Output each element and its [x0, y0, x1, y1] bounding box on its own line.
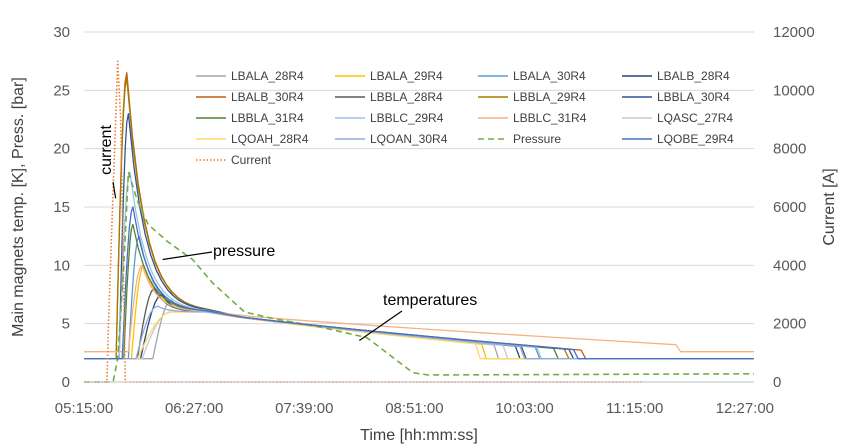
y-left-tick-label: 10	[53, 257, 70, 274]
legend-entry-LBBLA_28R4: LBBLA_28R4	[370, 90, 443, 104]
x-tick-label: 08:51:00	[385, 400, 443, 417]
y-right-tick-label: 8000	[773, 141, 806, 158]
annotation-temperatures: temperatures	[383, 292, 477, 309]
legend-entry-LBALB_30R4: LBALB_30R4	[231, 90, 304, 104]
x-tick-label: 06:27:00	[165, 400, 223, 417]
legend-entry-LBALA_30R4: LBALA_30R4	[513, 69, 586, 83]
series-line-LQOAN_30R4	[84, 305, 754, 360]
legend-entry-LBALA_28R4: LBALA_28R4	[231, 69, 304, 83]
y-right-tick-label: 6000	[773, 199, 806, 216]
y-right-tick-label: 12000	[773, 24, 815, 41]
legend: LBALA_28R4 LBALA_29R4 LBALA_30R4 LBALB_28R4…	[196, 69, 734, 167]
tick-labels: 0 5 10 15 20 25 30 0 2000 4000 6000 8000 10000 12000 0…	[53, 24, 814, 417]
legend-entry-LQOBE_29R4: LQOBE_29R4	[657, 132, 734, 146]
legend-entry-Current: Current	[231, 153, 272, 167]
y-left-tick-label: 5	[62, 316, 70, 333]
x-tick-label: 07:39:00	[275, 400, 333, 417]
y-left-tick-label: 30	[53, 24, 70, 41]
y-left-tick-label: 20	[53, 141, 70, 158]
legend-entry-LBBLA_29R4: LBBLA_29R4	[513, 90, 586, 104]
x-tick-label: 10:03:00	[495, 400, 553, 417]
annotation-pressure-pointer	[162, 251, 213, 261]
legend-entry-Pressure: Pressure	[513, 132, 561, 146]
annotation-current-pointer	[112, 181, 117, 199]
y-right-tick-label: 10000	[773, 82, 815, 99]
legend-entry-LBBLA_30R4: LBBLA_30R4	[657, 90, 730, 104]
legend-entry-LBBLA_31R4: LBBLA_31R4	[231, 111, 304, 125]
y-left-tick-label: 0	[62, 374, 70, 391]
y-right-tick-label: 0	[773, 374, 781, 391]
y-right-tick-label: 2000	[773, 316, 806, 333]
series-line-Pressure	[84, 171, 755, 383]
x-axis-title: Time [hh:mm:ss]	[360, 427, 478, 444]
legend-entry-LQOAH_28R4: LQOAH_28R4	[231, 132, 309, 146]
series-line-LBBLC_31R4	[84, 264, 754, 353]
legend-entry-LBALB_28R4: LBALB_28R4	[657, 69, 730, 83]
y-axis-left-title: Main magnets temp. [K], Press. [bar]	[10, 77, 27, 337]
annotations: current pressure temperatures	[98, 125, 477, 341]
annotation-pressure: pressure	[213, 243, 275, 260]
series-layer	[84, 60, 755, 383]
legend-entry-LBALA_29R4: LBALA_29R4	[370, 69, 443, 83]
legend-entry-LBBLC_29R4: LBBLC_29R4	[370, 111, 444, 125]
x-tick-label: 11:15:00	[606, 400, 663, 417]
y-axis-right-title: Current [A]	[821, 168, 838, 245]
legend-entry-LBBLC_31R4: LBBLC_31R4	[513, 111, 587, 125]
annotation-current: current	[98, 125, 115, 175]
x-tick-label: 05:15:00	[55, 400, 113, 417]
y-left-tick-label: 25	[53, 82, 70, 99]
legend-entry-LQOAN_30R4: LQOAN_30R4	[370, 132, 448, 146]
annotation-temperatures-pointer	[359, 310, 403, 341]
series-line-LQOBE_29R4	[84, 206, 754, 360]
legend-entry-LQASC_27R4: LQASC_27R4	[657, 111, 733, 125]
y-right-tick-label: 4000	[773, 257, 806, 274]
x-tick-label: 12:27:00	[716, 400, 774, 417]
y-left-tick-label: 15	[53, 199, 70, 216]
